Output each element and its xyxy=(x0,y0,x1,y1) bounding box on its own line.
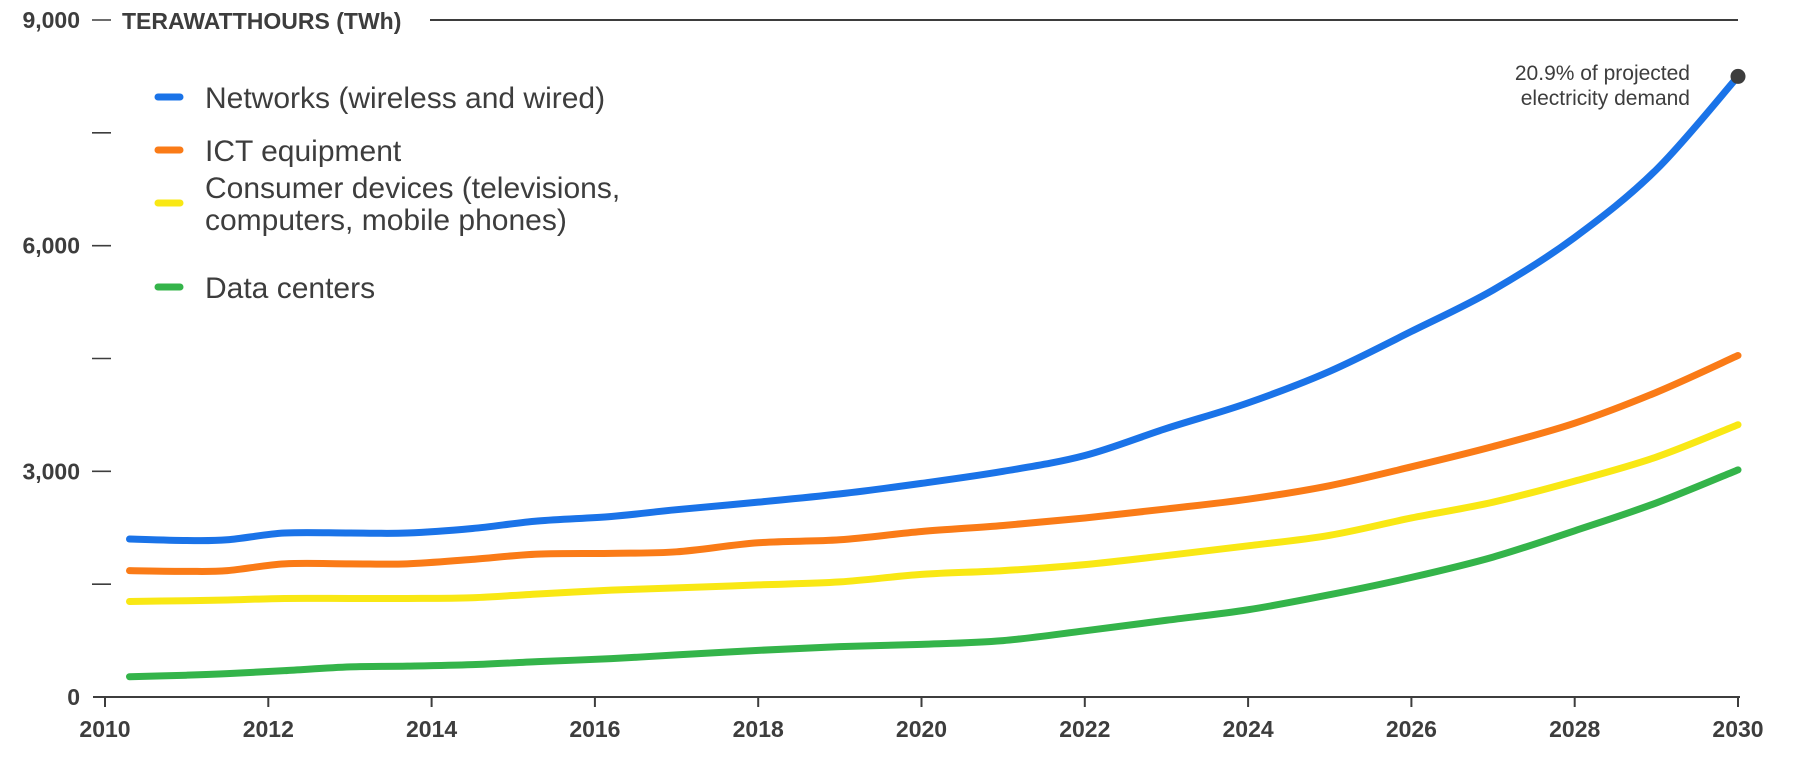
x-tick-label: 2030 xyxy=(1712,716,1763,742)
x-tick-label: 2014 xyxy=(406,716,457,742)
y-tick-label: 6,000 xyxy=(22,233,80,259)
y-axis-title-group: TERAWATTHOURS (TWh) xyxy=(122,8,1738,34)
legend-label: Consumer devices (televisions, computers,… xyxy=(205,172,620,237)
x-tick-label: 2026 xyxy=(1386,716,1437,742)
series-layer xyxy=(125,72,1742,681)
legend-item: ICT equipment xyxy=(154,135,402,168)
annotation-marker xyxy=(1730,68,1746,84)
legend-item: Networks (wireless and wired) xyxy=(154,82,605,115)
y-tick-label: 0 xyxy=(67,684,80,710)
x-tick-label: 2018 xyxy=(733,716,784,742)
x-tick-label: 2016 xyxy=(569,716,620,742)
legend-label: Data centers xyxy=(205,272,375,305)
x-tick-label: 2012 xyxy=(243,716,294,742)
x-tick-label: 2022 xyxy=(1059,716,1110,742)
legend-label: ICT equipment xyxy=(205,135,402,168)
y-tick-label: 3,000 xyxy=(22,458,80,484)
legend-item: Consumer devices (televisions, computers,… xyxy=(154,172,620,237)
annotation-text: electricity demand xyxy=(1521,87,1690,110)
series-line xyxy=(125,351,1742,575)
legend-label: Networks (wireless and wired) xyxy=(205,82,605,115)
x-tick-label: 2028 xyxy=(1549,716,1600,742)
legend-item: Data centers xyxy=(154,272,375,305)
x-tick-label: 2020 xyxy=(896,716,947,742)
y-axis: 0 3,000 6,000 9,000 xyxy=(22,7,111,710)
series-line xyxy=(125,72,1742,545)
y-axis-title: TERAWATTHOURS (TWh) xyxy=(122,8,401,34)
y-tick-label: 9,000 xyxy=(22,7,80,33)
x-axis: 2010 2012 2014 2016 2018 2020 2022 2024 2026 2028… xyxy=(79,696,1764,742)
series-line xyxy=(125,466,1742,681)
series-line xyxy=(125,421,1742,605)
x-tick-label: 2024 xyxy=(1223,716,1274,742)
legend: Networks (wireless and wired) ICT equipme… xyxy=(154,82,620,305)
x-tick-label: 2010 xyxy=(79,716,130,742)
annotation-text: 20.9% of projected xyxy=(1515,62,1690,85)
